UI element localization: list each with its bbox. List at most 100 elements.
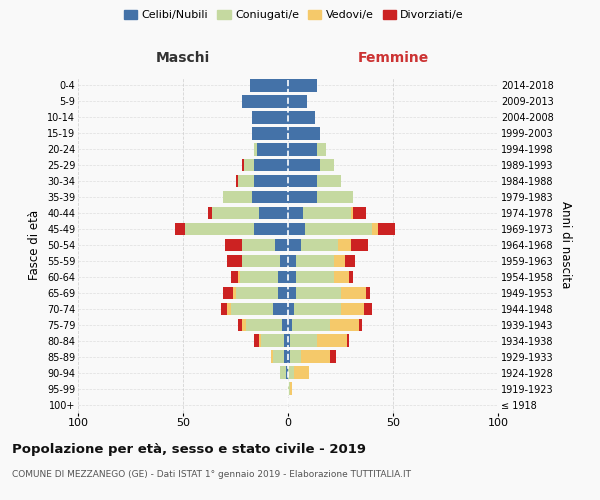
Bar [288, 223, 305, 235]
Bar [175, 223, 185, 235]
Bar [317, 334, 347, 347]
Bar [341, 286, 366, 299]
Bar [345, 254, 355, 267]
Bar [250, 80, 288, 92]
Bar [212, 207, 259, 220]
Bar [288, 207, 303, 220]
Bar [280, 254, 288, 267]
Bar [341, 302, 364, 315]
Bar [246, 318, 282, 331]
Bar [353, 207, 366, 220]
Bar [252, 127, 288, 140]
Bar [242, 95, 288, 108]
Bar [288, 111, 316, 124]
Text: Popolazione per età, sesso e stato civile - 2019: Popolazione per età, sesso e stato civil… [12, 442, 366, 456]
Bar [252, 111, 288, 124]
Bar [330, 350, 337, 363]
Bar [284, 350, 288, 363]
Bar [242, 318, 246, 331]
Bar [301, 239, 338, 251]
Text: COMUNE DI MEZZANEGO (GE) - Dati ISTAT 1° gennaio 2019 - Elaborazione TUTTITALIA.: COMUNE DI MEZZANEGO (GE) - Dati ISTAT 1°… [12, 470, 411, 479]
Bar [223, 191, 252, 203]
Bar [366, 286, 370, 299]
Bar [232, 270, 238, 283]
Bar [317, 143, 326, 156]
Bar [233, 286, 235, 299]
Bar [259, 207, 288, 220]
Bar [379, 223, 395, 235]
Bar [317, 191, 353, 203]
Bar [317, 175, 341, 188]
Bar [301, 350, 330, 363]
Bar [227, 254, 242, 267]
Bar [334, 270, 349, 283]
Bar [208, 207, 212, 220]
Bar [223, 286, 233, 299]
Bar [259, 334, 260, 347]
Bar [288, 302, 295, 315]
Bar [288, 382, 290, 395]
Bar [238, 175, 254, 188]
Y-axis label: Fasce di età: Fasce di età [28, 210, 41, 280]
Bar [338, 239, 351, 251]
Bar [240, 270, 277, 283]
Bar [257, 143, 288, 156]
Bar [282, 318, 288, 331]
Bar [225, 239, 242, 251]
Bar [364, 302, 372, 315]
Bar [288, 350, 290, 363]
Bar [372, 223, 379, 235]
Bar [275, 239, 288, 251]
Bar [330, 318, 359, 331]
Bar [288, 334, 290, 347]
Bar [288, 318, 292, 331]
Bar [290, 334, 317, 347]
Bar [347, 334, 349, 347]
Bar [244, 159, 254, 172]
Bar [254, 175, 288, 188]
Bar [221, 302, 227, 315]
Bar [260, 334, 284, 347]
Bar [288, 254, 296, 267]
Legend: Celibi/Nubili, Coniugati/e, Vedovi/e, Divorziati/e: Celibi/Nubili, Coniugati/e, Vedovi/e, Di… [119, 6, 469, 25]
Bar [351, 239, 368, 251]
Bar [242, 254, 280, 267]
Bar [305, 223, 372, 235]
Bar [274, 302, 288, 315]
Bar [235, 175, 238, 188]
Y-axis label: Anni di nascita: Anni di nascita [559, 202, 572, 288]
Bar [277, 270, 288, 283]
Bar [296, 254, 334, 267]
Bar [254, 159, 288, 172]
Bar [280, 366, 286, 379]
Bar [295, 366, 309, 379]
Bar [290, 382, 292, 395]
Bar [320, 159, 334, 172]
Bar [288, 175, 317, 188]
Bar [288, 239, 301, 251]
Bar [303, 207, 351, 220]
Bar [288, 127, 320, 140]
Bar [288, 80, 317, 92]
Bar [292, 318, 330, 331]
Bar [274, 350, 284, 363]
Text: Maschi: Maschi [156, 51, 210, 65]
Bar [349, 270, 353, 283]
Bar [271, 350, 274, 363]
Bar [254, 143, 257, 156]
Bar [242, 159, 244, 172]
Bar [295, 302, 341, 315]
Bar [296, 270, 334, 283]
Bar [232, 302, 274, 315]
Bar [288, 159, 320, 172]
Bar [288, 191, 317, 203]
Bar [351, 207, 353, 220]
Bar [284, 334, 288, 347]
Text: Femmine: Femmine [358, 51, 428, 65]
Bar [242, 239, 275, 251]
Bar [296, 286, 341, 299]
Bar [288, 286, 296, 299]
Bar [238, 318, 242, 331]
Bar [334, 254, 344, 267]
Bar [227, 302, 232, 315]
